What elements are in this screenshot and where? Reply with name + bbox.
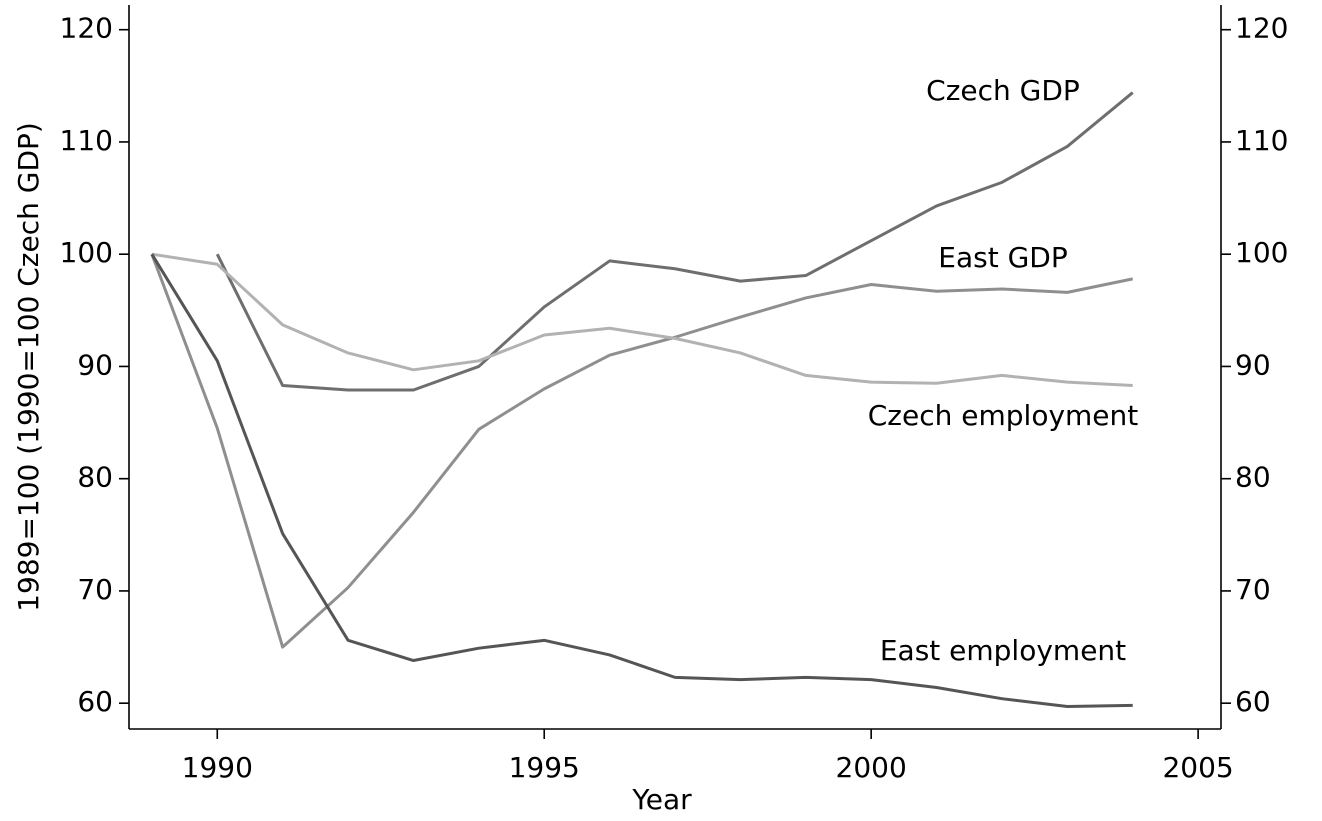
y-tick-label: 110 — [60, 124, 113, 157]
series-line — [150, 253, 1134, 649]
y2-tick-label: 100 — [1235, 236, 1288, 269]
series-label: Czech GDP — [926, 74, 1080, 107]
x-tick-label: 1995 — [509, 751, 580, 784]
series-line — [215, 91, 1134, 392]
y-tick-label: 90 — [77, 348, 113, 381]
y-tick-label: 120 — [60, 12, 113, 45]
y2-tick-label: 70 — [1235, 573, 1271, 606]
y2-tick-label: 80 — [1235, 461, 1271, 494]
y2-tick-label: 120 — [1235, 12, 1288, 45]
x-tick-label: 1990 — [182, 751, 253, 784]
series-label: Czech employment — [868, 399, 1139, 432]
x-tick-label: 2000 — [836, 751, 907, 784]
x-axis-title: Year — [631, 783, 692, 816]
series-line — [151, 252, 1133, 388]
series-line — [150, 253, 1133, 709]
y2-tick-label: 60 — [1235, 685, 1271, 718]
y-axis-title: 1989=100 (1990=100 Czech GDP) — [12, 122, 45, 612]
y2-tick-label: 110 — [1235, 124, 1288, 157]
y2-tick-label: 90 — [1235, 348, 1271, 381]
y-tick-label: 60 — [77, 685, 113, 718]
y-tick-label: 100 — [60, 236, 113, 269]
y-tick-label: 80 — [77, 461, 113, 494]
series-label: East GDP — [938, 241, 1067, 274]
y-tick-label: 70 — [77, 573, 113, 606]
series-label: East employment — [880, 634, 1126, 667]
x-tick-label: 2005 — [1162, 751, 1233, 784]
